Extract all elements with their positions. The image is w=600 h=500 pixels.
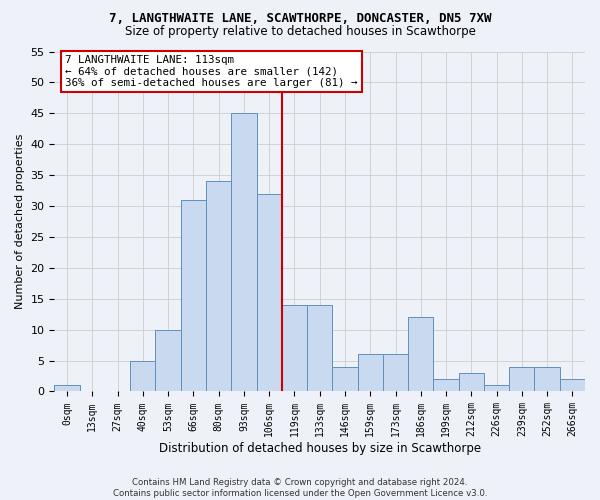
Text: Contains HM Land Registry data © Crown copyright and database right 2024.
Contai: Contains HM Land Registry data © Crown c… — [113, 478, 487, 498]
Text: Size of property relative to detached houses in Scawthorpe: Size of property relative to detached ho… — [125, 25, 475, 38]
Bar — [181, 200, 206, 392]
Bar — [358, 354, 383, 392]
Bar — [408, 318, 433, 392]
Bar — [484, 386, 509, 392]
Bar — [282, 305, 307, 392]
Text: 7 LANGTHWAITE LANE: 113sqm
← 64% of detached houses are smaller (142)
36% of sem: 7 LANGTHWAITE LANE: 113sqm ← 64% of deta… — [65, 55, 358, 88]
Bar — [383, 354, 408, 392]
Bar — [535, 366, 560, 392]
Bar — [155, 330, 181, 392]
Bar — [458, 373, 484, 392]
Bar — [560, 379, 585, 392]
Bar — [231, 114, 257, 392]
Bar — [433, 379, 458, 392]
Bar — [332, 366, 358, 392]
X-axis label: Distribution of detached houses by size in Scawthorpe: Distribution of detached houses by size … — [158, 442, 481, 455]
Bar — [257, 194, 282, 392]
Bar — [307, 305, 332, 392]
Bar — [130, 360, 155, 392]
Text: 7, LANGTHWAITE LANE, SCAWTHORPE, DONCASTER, DN5 7XW: 7, LANGTHWAITE LANE, SCAWTHORPE, DONCAST… — [109, 12, 491, 26]
Y-axis label: Number of detached properties: Number of detached properties — [15, 134, 25, 309]
Bar — [55, 386, 80, 392]
Bar — [509, 366, 535, 392]
Bar — [206, 182, 231, 392]
